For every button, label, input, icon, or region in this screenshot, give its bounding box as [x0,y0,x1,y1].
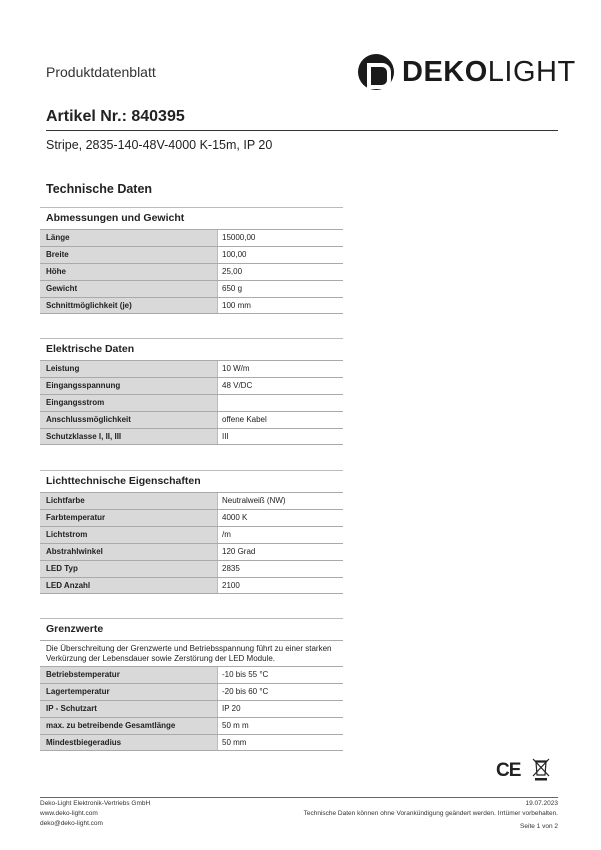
row-value: 50 mm [217,735,343,750]
table-row: Lagertemperatur -20 bis 60 °C [40,683,343,700]
row-label: Betriebstemperatur [40,667,217,683]
table-row: Abstrahlwinkel 120 Grad [40,543,343,560]
row-label: Länge [40,230,217,246]
row-label: Anschlussmöglichkeit [40,412,217,428]
table-row: Anschlussmöglichkeit offene Kabel [40,411,343,428]
table-row: Mindestbiegeradius 50 mm [40,734,343,751]
table-row: Schnittmöglichkeit (je) 100 mm [40,297,343,314]
row-label: Schutzklasse I, II, III [40,429,217,444]
row-value: 650 g [217,281,343,297]
article-description: Stripe, 2835-140-48V-4000 K-15m, IP 20 [46,138,273,152]
table-row: Leistung 10 W/m [40,360,343,377]
row-value: III [217,429,343,444]
row-label: Gewicht [40,281,217,297]
row-value: 2100 [217,578,343,593]
table-row: IP - Schutzart IP 20 [40,700,343,717]
table-row: Schutzklasse I, II, III III [40,428,343,445]
section-electrical: Elektrische Daten Leistung 10 W/m Eingangss… [40,338,343,445]
article-number: Artikel Nr.: 840395 [46,108,185,125]
row-label: Mindestbiegeradius [40,735,217,750]
row-value: Neutralweiß (NW) [217,493,343,509]
table-row: LED Typ 2835 [40,560,343,577]
row-label: Leistung [40,361,217,377]
table-row: Lichtstrom/m [40,526,343,543]
dekolight-logo: DEKOLIGHT [358,54,576,90]
row-label: Lichtfarbe [40,493,217,509]
row-label: Abstrahlwinkel [40,544,217,560]
table-row: Gewicht 650 g [40,280,343,297]
date: 19.07.2023 [525,800,558,807]
section-title: Abmessungen und Gewicht [40,207,343,229]
table-row: Lichtfarbe Neutralweiß (NW) [40,492,343,509]
row-value: IP 20 [217,701,343,717]
row-value: /m [217,527,343,543]
section-title: Grenzwerte [40,618,343,640]
divider [46,130,558,131]
section-title: Elektrische Daten [40,338,343,360]
footer-divider [40,797,558,798]
row-label: Höhe [40,264,217,280]
table-row: LED Anzahl 2100 [40,577,343,594]
row-value: 100 mm [217,298,343,313]
logo-text-bold: DEKO [402,55,488,88]
row-label: max. zu betreibende Gesamtlänge [40,718,217,734]
table-row: Länge 15000,00 [40,229,343,246]
row-value: 100,00 [217,247,343,263]
row-label: Breite [40,247,217,263]
section-dimensions: Abmessungen und Gewicht Länge 15000,00 Brei… [40,207,343,314]
table-row: max. zu betreibende Gesamtlänge 50 m m [40,717,343,734]
logo-text-light: LIGHT [487,55,576,88]
document-type: Produktdatenblatt [46,64,156,80]
row-label: Lichtstrom [40,527,217,543]
row-value: 10 W/m [217,361,343,377]
row-label: Farbtemperatur [40,510,217,526]
row-label: Eingangsstrom [40,395,217,411]
row-label: Lagertemperatur [40,684,217,700]
row-value: offene Kabel [217,412,343,428]
ce-mark: CE [496,760,521,781]
row-label: IP - Schutzart [40,701,217,717]
row-value: -10 bis 55 °C [217,667,343,683]
section-title: Lichttechnische Eigenschaften [40,470,343,492]
section-heading: Technische Daten [46,182,153,196]
footer-left: Deko-Light Elektronik-Vertriebs GmbH www… [40,799,150,829]
row-value: 50 m m [217,718,343,734]
row-label: Schnittmöglichkeit (je) [40,298,217,313]
row-label: Eingangsspannung [40,378,217,394]
table-row: Höhe 25,00 [40,263,343,280]
row-value: 120 Grad [217,544,343,560]
page-number: Seite 1 von 2 [520,823,558,830]
email-link[interactable]: deko@deko-light.com [40,820,103,827]
row-label: LED Typ [40,561,217,577]
table-row: Farbtemperatur 4000 K [40,509,343,526]
table-row: Breite 100,00 [40,246,343,263]
disclaimer: Technische Daten können ohne Vorankündig… [303,810,558,817]
row-value: 48 V/DC [217,378,343,394]
section-note: Die Überschreitung der Grenzwerte und Be… [40,640,343,666]
section-limits: Grenzwerte Die Überschreitung der Grenzwe… [40,618,343,751]
company-name: Deko-Light Elektronik-Vertriebs GmbH [40,800,151,807]
footer-right: 19.07.2023 Technische Daten können ohne … [304,799,558,832]
row-value: 15000,00 [217,230,343,246]
row-value: -20 bis 60 °C [217,684,343,700]
row-value: 2835 [217,561,343,577]
row-value: 25,00 [217,264,343,280]
row-value [217,395,343,411]
table-row: Eingangsspannung 48 V/DC [40,377,343,394]
table-row: Eingangsstrom [40,394,343,411]
website-link[interactable]: www.deko-light.com [40,810,98,817]
table-row: Betriebstemperatur -10 bis 55 °C [40,666,343,683]
row-label: LED Anzahl [40,578,217,593]
logo-d-icon [358,54,394,90]
section-lighting: Lichttechnische Eigenschaften Lichtfarbe N… [40,470,343,594]
row-value: 4000 K [217,510,343,526]
weee-bin-icon [532,758,550,781]
